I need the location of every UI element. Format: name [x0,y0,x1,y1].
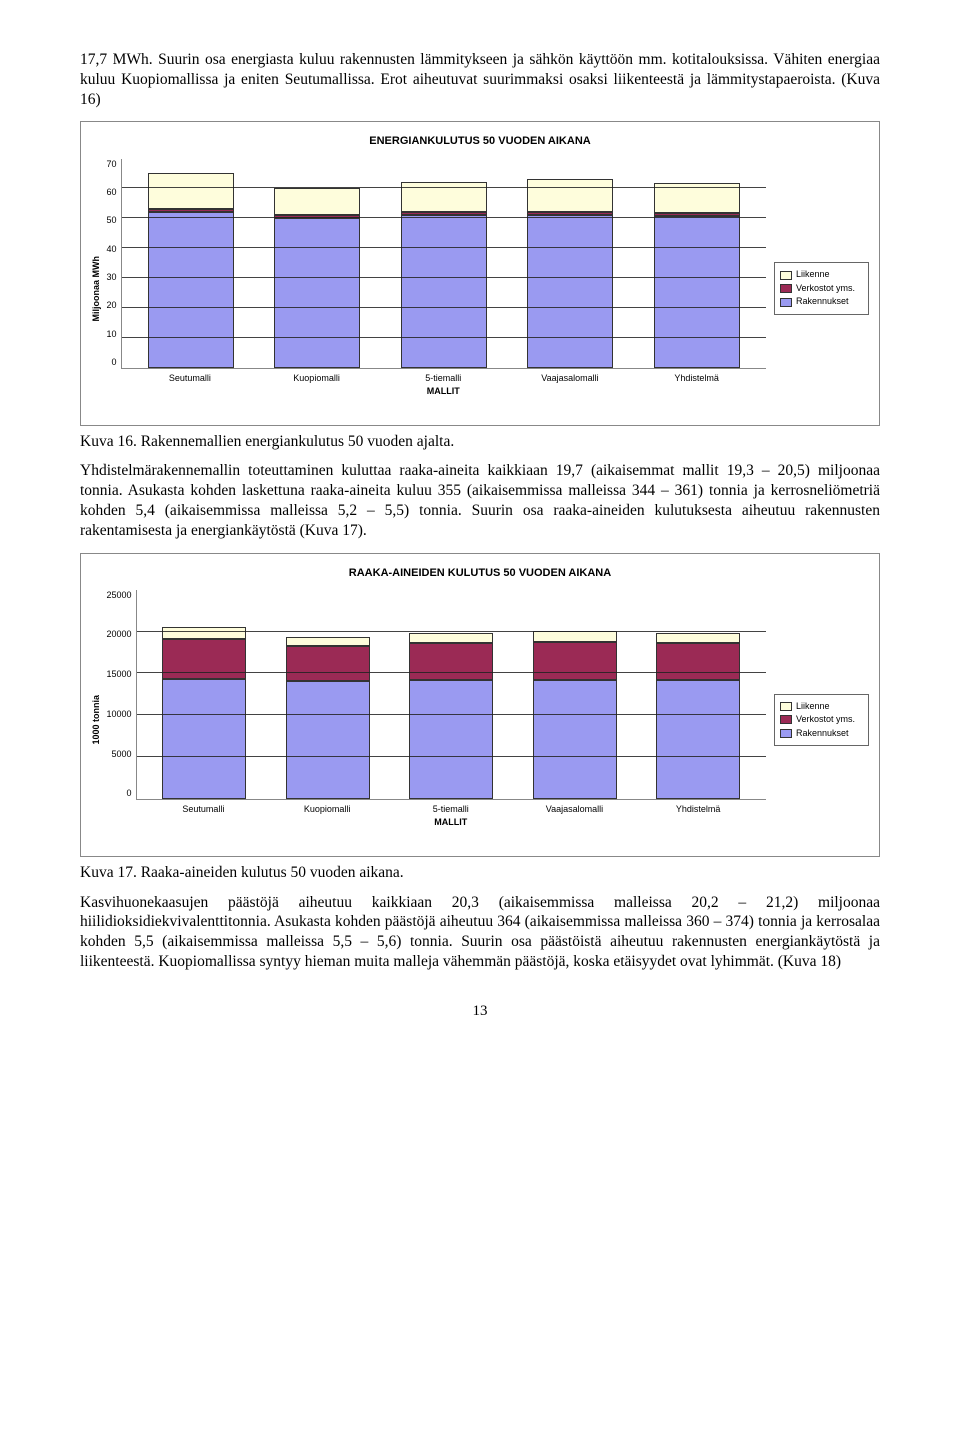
paragraph-3: Kasvihuonekaasujen päästöjä aiheutuu kai… [80,893,880,972]
bar-segment [654,216,740,368]
chart1-xlabel: MALLIT [121,386,766,398]
legend-label: Rakennukset [796,296,849,308]
ytick: 30 [107,272,117,284]
bar-segment [162,679,246,799]
bar-segment [409,643,493,680]
bar [656,633,740,798]
xtick: 5-tiemalli [389,804,513,816]
bar-segment [533,642,617,680]
xtick: Kuopiomalli [253,373,380,385]
xtick: Yhdistelmä [636,804,760,816]
bar-segment [286,637,370,646]
bar-segment [274,188,360,215]
chart2-title: RAAKA-AINEIDEN KULUTUS 50 VUODEN AIKANA [91,566,869,580]
ytick: 20 [107,300,117,312]
ytick: 10 [107,329,117,341]
chart1-yaxis: 70 60 50 40 30 20 10 0 [107,159,121,369]
bar [527,179,613,368]
chart-raaka-aineet: RAAKA-AINEIDEN KULUTUS 50 VUODEN AIKANA … [80,553,880,857]
chart2-xlabels: SeutumalliKuopiomalli5-tiemalliVaajasalo… [136,804,766,816]
bar-segment [162,627,246,640]
bar-segment [274,218,360,368]
legend-label: Liikenne [796,701,830,713]
bar-segment [656,680,740,798]
chart2-legend: LiikenneVerkostot yms. Rakennukset [774,694,869,747]
bar-segment [148,212,234,368]
chart1-title: ENERGIANKULUTUS 50 VUODEN AIKANA [91,134,869,148]
ytick: 40 [107,244,117,256]
bar [409,633,493,798]
chart1-legend: Liikenne Verkostot yms.Rakennukset [774,262,869,315]
xtick: 5-tiemalli [380,373,507,385]
caption-kuva16: Kuva 16. Rakennemallien energiankulutus … [80,432,880,452]
xtick: Kuopiomalli [265,804,389,816]
bar-segment [533,680,617,799]
caption-kuva17: Kuva 17. Raaka-aineiden kulutus 50 vuode… [80,863,880,883]
ytick: 10000 [107,709,132,721]
bar [401,182,487,368]
chart1-xlabels: SeutumalliKuopiomalli5-tiemalliVaajasalo… [121,373,766,385]
ytick: 0 [127,788,132,800]
bar-segment [527,215,613,368]
legend-label: Liikenne [796,269,830,281]
page-number: 13 [80,1002,880,1021]
paragraph-1: 17,7 MWh. Suurin osa energiasta kuluu ra… [80,50,880,109]
bar [162,627,246,799]
bar-segment [409,680,493,798]
legend-label: Rakennukset [796,728,849,740]
bar-segment [286,646,370,681]
ytick: 5000 [112,749,132,761]
chart2-xlabel: MALLIT [136,817,766,829]
chart2-ylabel: 1000 tonnia [91,695,103,745]
bar-segment [401,215,487,368]
xtick: Vaajasalomalli [507,373,634,385]
legend-label: Verkostot yms. [796,714,855,726]
bar [654,183,740,368]
ytick: 50 [107,215,117,227]
bar [286,637,370,799]
paragraph-2: Yhdistelmärakennemallin toteuttaminen ku… [80,461,880,540]
bar-segment [286,681,370,799]
bar-segment [533,631,617,642]
chart2-plot [136,590,766,800]
ytick: 20000 [107,629,132,641]
xtick: Yhdistelmä [633,373,760,385]
ytick: 70 [107,159,117,171]
bar-segment [656,643,740,680]
legend-label: Verkostot yms. [796,283,855,295]
ytick: 60 [107,187,117,199]
bar-segment [401,182,487,212]
chart-energiankulutus: ENERGIANKULUTUS 50 VUODEN AIKANA Miljoon… [80,121,880,425]
chart1-plot [121,159,766,369]
bar [148,173,234,368]
bar-segment [527,179,613,212]
ytick: 0 [112,357,117,369]
chart1-ylabel: Miljoonaa MWh [91,256,103,322]
bar-segment [409,633,493,643]
ytick: 15000 [107,669,132,681]
xtick: Vaajasalomalli [513,804,637,816]
bar-segment [656,633,740,643]
xtick: Seutumalli [127,373,254,385]
ytick: 25000 [107,590,132,602]
chart2-yaxis: 25000 20000 15000 10000 5000 0 [107,590,136,800]
xtick: Seutumalli [142,804,266,816]
bar-segment [148,173,234,209]
